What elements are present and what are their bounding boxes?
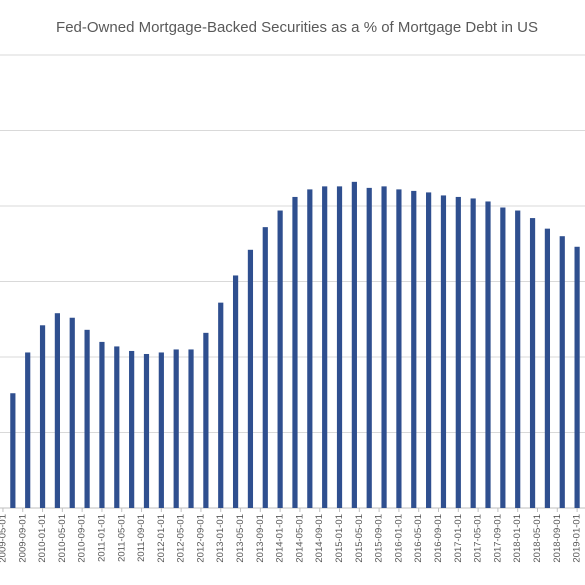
x-tick-label: 2016-01-01 — [393, 514, 404, 563]
x-tick-label: 2012-09-01 — [195, 514, 206, 563]
bar — [292, 196, 298, 508]
bar — [396, 189, 402, 508]
bar — [158, 352, 164, 508]
x-tick-label: 2013-05-01 — [235, 514, 246, 563]
bar — [411, 190, 417, 508]
bar — [143, 353, 150, 508]
bar — [262, 227, 268, 508]
bar — [529, 218, 536, 508]
bar — [544, 228, 551, 508]
x-tick-label: 2013-01-01 — [215, 514, 226, 563]
bar — [574, 246, 580, 508]
bar — [336, 186, 343, 508]
x-tick-label: 2019-01-01 — [572, 514, 583, 563]
bar — [366, 187, 372, 508]
x-tick-label: 2014-01-01 — [275, 514, 286, 563]
x-tick-label: 2012-05-01 — [176, 514, 187, 563]
x-tick-label: 2015-01-01 — [334, 514, 345, 563]
bar — [559, 236, 565, 508]
x-tick-label: 2009-09-01 — [17, 514, 28, 563]
bar — [54, 313, 60, 508]
bar — [381, 186, 387, 508]
bar — [39, 325, 46, 508]
bar — [277, 210, 283, 508]
x-tick-label: 2011-01-01 — [96, 514, 107, 562]
bar — [470, 198, 476, 508]
bar — [84, 329, 90, 508]
x-tick-label: 2013-09-01 — [255, 514, 266, 563]
chart-title: Fed-Owned Mortgage-Backed Securities as … — [56, 19, 538, 36]
x-tick-label: 2015-05-01 — [354, 514, 365, 563]
bar — [69, 317, 75, 508]
x-tick-label: 2018-01-01 — [512, 514, 523, 563]
x-tick-label: 2015-09-01 — [374, 514, 385, 563]
x-tick-label: 2014-05-01 — [294, 514, 305, 563]
x-tick-label: 2018-05-01 — [532, 514, 543, 563]
bar — [188, 349, 194, 508]
bar — [351, 181, 357, 508]
x-tick-label: 2018-09-01 — [552, 514, 563, 563]
x-tick-label: 2017-09-01 — [492, 514, 503, 563]
bar — [129, 350, 135, 508]
x-tick-label: 2016-09-01 — [433, 514, 444, 563]
bar — [10, 393, 16, 508]
x-tick-label: 2010-09-01 — [77, 514, 88, 563]
x-tick-label: 2011-05-01 — [116, 514, 127, 562]
bar — [232, 275, 239, 508]
bar — [99, 341, 105, 508]
x-tick-label: 2012-01-01 — [156, 514, 167, 563]
x-tick-label: 2014-09-01 — [314, 514, 325, 563]
x-tick-label: 2016-05-01 — [413, 514, 424, 563]
x-tick-label: 2011-09-01 — [136, 514, 147, 562]
x-tick-label: 2010-01-01 — [37, 514, 48, 563]
bar — [173, 349, 179, 508]
x-tick-label: 2009-05-01 — [0, 514, 8, 563]
bar — [25, 352, 31, 508]
bar — [515, 210, 521, 508]
bar — [426, 192, 432, 508]
bar — [322, 186, 328, 508]
bar — [485, 201, 491, 508]
x-tick-label: 2010-05-01 — [57, 514, 68, 563]
bar — [203, 332, 209, 508]
x-tick-label: 2017-05-01 — [473, 514, 484, 563]
bar — [440, 195, 447, 508]
x-tick-label: 2017-01-01 — [453, 514, 464, 563]
bar — [114, 346, 120, 508]
bar — [307, 189, 313, 508]
bar — [218, 302, 224, 508]
bar — [247, 249, 254, 509]
bar — [455, 196, 461, 508]
bar — [500, 207, 506, 508]
